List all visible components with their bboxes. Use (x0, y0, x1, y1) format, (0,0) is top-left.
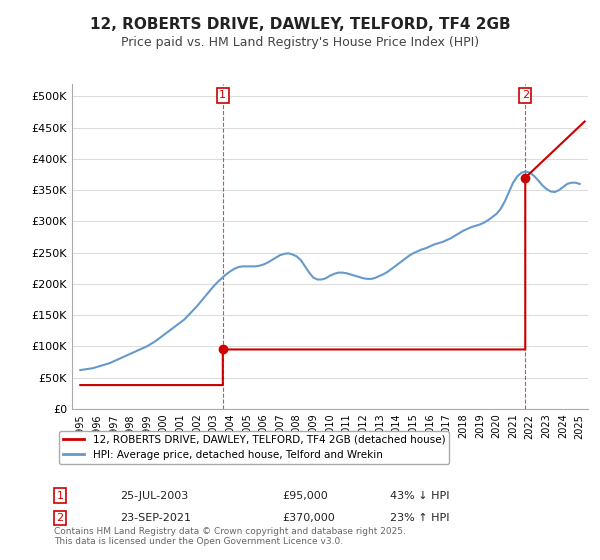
Text: 1: 1 (56, 491, 64, 501)
Text: 23-SEP-2021: 23-SEP-2021 (120, 513, 191, 523)
Text: Contains HM Land Registry data © Crown copyright and database right 2025.
This d: Contains HM Land Registry data © Crown c… (54, 526, 406, 546)
Text: 43% ↓ HPI: 43% ↓ HPI (390, 491, 449, 501)
Text: 25-JUL-2003: 25-JUL-2003 (120, 491, 188, 501)
Text: Price paid vs. HM Land Registry's House Price Index (HPI): Price paid vs. HM Land Registry's House … (121, 36, 479, 49)
Text: 12, ROBERTS DRIVE, DAWLEY, TELFORD, TF4 2GB: 12, ROBERTS DRIVE, DAWLEY, TELFORD, TF4 … (89, 17, 511, 32)
Text: £95,000: £95,000 (282, 491, 328, 501)
Text: 1: 1 (220, 91, 226, 100)
Text: 2: 2 (521, 91, 529, 100)
Text: 2: 2 (56, 513, 64, 523)
Legend: 12, ROBERTS DRIVE, DAWLEY, TELFORD, TF4 2GB (detached house), HPI: Average price: 12, ROBERTS DRIVE, DAWLEY, TELFORD, TF4 … (59, 431, 449, 464)
Text: 23% ↑ HPI: 23% ↑ HPI (390, 513, 449, 523)
Text: £370,000: £370,000 (282, 513, 335, 523)
